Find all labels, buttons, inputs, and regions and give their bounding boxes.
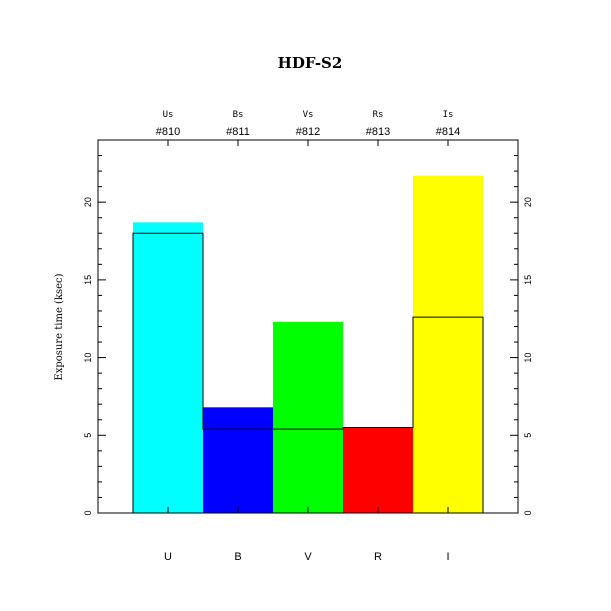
exposure-outline — [132, 232, 484, 513]
bar-U — [133, 222, 203, 513]
top-filter-name: Vs — [303, 110, 314, 120]
bar-I — [413, 175, 483, 513]
ytick-label-right: 0 — [523, 510, 533, 515]
xtick-label: I — [446, 551, 449, 563]
top-filter-id: #814 — [436, 126, 460, 138]
xtick-label: U — [164, 551, 172, 563]
xtick-label: B — [234, 551, 241, 563]
axis-labels: 0 0 5 5 10 10 15 15 20 20 U Us #810 B Bs #811 V Vs #812 R Rs… — [83, 110, 533, 563]
ytick-label-left: 20 — [83, 197, 93, 207]
top-filter-name: Is — [443, 110, 454, 120]
outline-step — [132, 232, 484, 513]
ytick-label-left: 0 — [83, 510, 93, 515]
axis-ticks — [98, 139, 518, 514]
chart-title: HDF-S2 — [278, 54, 343, 72]
top-filter-id: #810 — [156, 126, 180, 138]
top-filter-name: Rs — [373, 110, 384, 120]
top-filter-id: #812 — [296, 126, 320, 138]
xtick-label: V — [304, 551, 312, 563]
ytick-label-left: 10 — [83, 353, 93, 363]
ytick-label-right: 15 — [523, 275, 533, 285]
ytick-label-left: 5 — [83, 433, 93, 438]
bar-B — [203, 407, 273, 513]
ytick-label-right: 20 — [523, 197, 533, 207]
ytick-label-left: 15 — [83, 275, 93, 285]
bars-layer — [133, 175, 483, 513]
ytick-label-right: 5 — [523, 433, 533, 438]
xtick-label: R — [374, 551, 382, 563]
top-filter-id: #813 — [366, 126, 390, 138]
top-filter-name: Us — [163, 110, 174, 120]
ytick-label-right: 10 — [523, 353, 533, 363]
top-filter-name: Bs — [233, 110, 244, 120]
y-axis-label: Exposure time (ksec) — [54, 273, 65, 380]
bar-V — [273, 321, 343, 513]
top-filter-id: #811 — [226, 126, 250, 138]
bar-R — [343, 427, 413, 513]
